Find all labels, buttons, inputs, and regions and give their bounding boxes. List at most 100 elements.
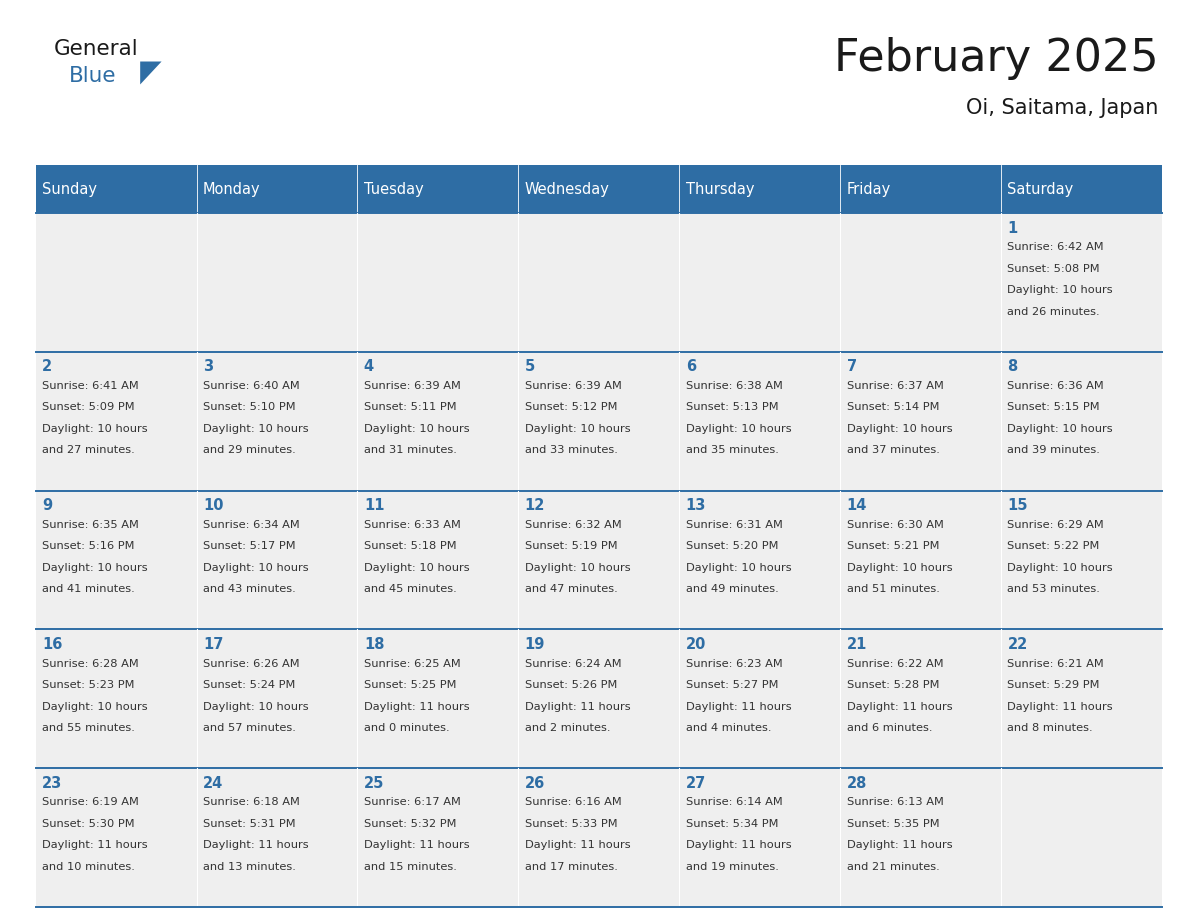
Text: Sunset: 5:13 PM: Sunset: 5:13 PM bbox=[685, 402, 778, 412]
Text: 1: 1 bbox=[1007, 220, 1018, 236]
Text: Sunrise: 6:28 AM: Sunrise: 6:28 AM bbox=[42, 658, 139, 668]
Bar bbox=[1001, 213, 1162, 352]
Text: Sunset: 5:35 PM: Sunset: 5:35 PM bbox=[847, 819, 940, 829]
Text: Sunset: 5:25 PM: Sunset: 5:25 PM bbox=[364, 680, 456, 690]
Text: Daylight: 10 hours: Daylight: 10 hours bbox=[525, 424, 631, 434]
Text: 9: 9 bbox=[42, 498, 52, 513]
Text: Sunrise: 6:39 AM: Sunrise: 6:39 AM bbox=[364, 381, 461, 391]
Text: Daylight: 10 hours: Daylight: 10 hours bbox=[1007, 285, 1113, 296]
Text: Oi, Saitama, Japan: Oi, Saitama, Japan bbox=[966, 98, 1158, 118]
Text: 21: 21 bbox=[847, 637, 867, 652]
Text: and 57 minutes.: and 57 minutes. bbox=[203, 723, 296, 733]
Text: 4: 4 bbox=[364, 360, 374, 375]
Text: and 41 minutes.: and 41 minutes. bbox=[42, 584, 134, 594]
Text: Saturday: Saturday bbox=[1007, 182, 1074, 196]
Text: 8: 8 bbox=[1007, 360, 1018, 375]
Text: Daylight: 10 hours: Daylight: 10 hours bbox=[42, 701, 147, 711]
Bar bbox=[36, 213, 196, 352]
Text: 15: 15 bbox=[1007, 498, 1028, 513]
Text: and 0 minutes.: and 0 minutes. bbox=[364, 723, 449, 733]
Bar bbox=[840, 352, 1001, 490]
Bar bbox=[358, 165, 518, 213]
Text: 11: 11 bbox=[364, 498, 385, 513]
Text: and 35 minutes.: and 35 minutes. bbox=[685, 445, 778, 455]
Text: and 37 minutes.: and 37 minutes. bbox=[847, 445, 940, 455]
Bar bbox=[36, 630, 196, 768]
Text: 10: 10 bbox=[203, 498, 223, 513]
Text: and 19 minutes.: and 19 minutes. bbox=[685, 862, 778, 872]
Text: and 53 minutes.: and 53 minutes. bbox=[1007, 584, 1100, 594]
Text: Sunset: 5:11 PM: Sunset: 5:11 PM bbox=[364, 402, 456, 412]
Text: Daylight: 10 hours: Daylight: 10 hours bbox=[1007, 563, 1113, 573]
Text: Sunrise: 6:30 AM: Sunrise: 6:30 AM bbox=[847, 520, 943, 530]
Text: Sunset: 5:19 PM: Sunset: 5:19 PM bbox=[525, 542, 618, 551]
Bar bbox=[358, 490, 518, 630]
Text: 7: 7 bbox=[847, 360, 857, 375]
Text: Daylight: 11 hours: Daylight: 11 hours bbox=[364, 840, 469, 850]
Bar bbox=[36, 490, 196, 630]
Text: and 10 minutes.: and 10 minutes. bbox=[42, 862, 135, 872]
Text: 19: 19 bbox=[525, 637, 545, 652]
Text: February 2025: February 2025 bbox=[834, 37, 1158, 80]
Bar bbox=[840, 213, 1001, 352]
Text: Daylight: 11 hours: Daylight: 11 hours bbox=[42, 840, 147, 850]
Bar bbox=[36, 165, 196, 213]
Bar bbox=[680, 165, 840, 213]
Text: Sunrise: 6:19 AM: Sunrise: 6:19 AM bbox=[42, 798, 139, 807]
Bar bbox=[36, 352, 196, 490]
Text: Monday: Monday bbox=[203, 182, 260, 196]
Bar bbox=[358, 630, 518, 768]
Text: Sunrise: 6:34 AM: Sunrise: 6:34 AM bbox=[203, 520, 299, 530]
Text: Daylight: 10 hours: Daylight: 10 hours bbox=[42, 563, 147, 573]
Text: Sunset: 5:24 PM: Sunset: 5:24 PM bbox=[203, 680, 296, 690]
Text: Thursday: Thursday bbox=[685, 182, 754, 196]
Text: and 4 minutes.: and 4 minutes. bbox=[685, 723, 771, 733]
Bar bbox=[1001, 165, 1162, 213]
Text: Sunset: 5:26 PM: Sunset: 5:26 PM bbox=[525, 680, 617, 690]
Text: Daylight: 10 hours: Daylight: 10 hours bbox=[203, 701, 309, 711]
Text: and 27 minutes.: and 27 minutes. bbox=[42, 445, 134, 455]
Text: 2: 2 bbox=[42, 360, 52, 375]
Text: Sunset: 5:23 PM: Sunset: 5:23 PM bbox=[42, 680, 134, 690]
Text: Sunrise: 6:17 AM: Sunrise: 6:17 AM bbox=[364, 798, 461, 807]
Text: 25: 25 bbox=[364, 776, 384, 790]
Text: and 15 minutes.: and 15 minutes. bbox=[364, 862, 456, 872]
Bar bbox=[36, 768, 196, 907]
Text: and 55 minutes.: and 55 minutes. bbox=[42, 723, 135, 733]
Text: and 6 minutes.: and 6 minutes. bbox=[847, 723, 933, 733]
Text: 23: 23 bbox=[42, 776, 62, 790]
Bar bbox=[1001, 630, 1162, 768]
Bar bbox=[518, 630, 680, 768]
Text: Daylight: 10 hours: Daylight: 10 hours bbox=[525, 563, 631, 573]
Text: Sunset: 5:09 PM: Sunset: 5:09 PM bbox=[42, 402, 134, 412]
Bar bbox=[518, 768, 680, 907]
Text: Daylight: 11 hours: Daylight: 11 hours bbox=[364, 701, 469, 711]
Text: Daylight: 11 hours: Daylight: 11 hours bbox=[525, 701, 631, 711]
Text: and 45 minutes.: and 45 minutes. bbox=[364, 584, 456, 594]
Text: Tuesday: Tuesday bbox=[364, 182, 424, 196]
Text: Daylight: 10 hours: Daylight: 10 hours bbox=[847, 563, 952, 573]
Text: Sunrise: 6:37 AM: Sunrise: 6:37 AM bbox=[847, 381, 943, 391]
Bar bbox=[196, 630, 358, 768]
Text: Sunset: 5:33 PM: Sunset: 5:33 PM bbox=[525, 819, 618, 829]
Text: General: General bbox=[53, 39, 138, 59]
Text: and 39 minutes.: and 39 minutes. bbox=[1007, 445, 1100, 455]
Text: Sunrise: 6:13 AM: Sunrise: 6:13 AM bbox=[847, 798, 943, 807]
Text: Daylight: 10 hours: Daylight: 10 hours bbox=[203, 424, 309, 434]
Text: 22: 22 bbox=[1007, 637, 1028, 652]
Text: and 17 minutes.: and 17 minutes. bbox=[525, 862, 618, 872]
Text: Sunrise: 6:39 AM: Sunrise: 6:39 AM bbox=[525, 381, 621, 391]
Text: and 47 minutes.: and 47 minutes. bbox=[525, 584, 618, 594]
Text: Sunrise: 6:38 AM: Sunrise: 6:38 AM bbox=[685, 381, 783, 391]
Text: Sunrise: 6:42 AM: Sunrise: 6:42 AM bbox=[1007, 242, 1104, 252]
Bar bbox=[358, 352, 518, 490]
Bar bbox=[1001, 352, 1162, 490]
Text: Sunset: 5:32 PM: Sunset: 5:32 PM bbox=[364, 819, 456, 829]
Text: Sunday: Sunday bbox=[42, 182, 97, 196]
Bar bbox=[196, 490, 358, 630]
Text: 12: 12 bbox=[525, 498, 545, 513]
Text: Wednesday: Wednesday bbox=[525, 182, 609, 196]
Text: Sunrise: 6:25 AM: Sunrise: 6:25 AM bbox=[364, 658, 461, 668]
Text: 16: 16 bbox=[42, 637, 63, 652]
Text: Sunset: 5:17 PM: Sunset: 5:17 PM bbox=[203, 542, 296, 551]
